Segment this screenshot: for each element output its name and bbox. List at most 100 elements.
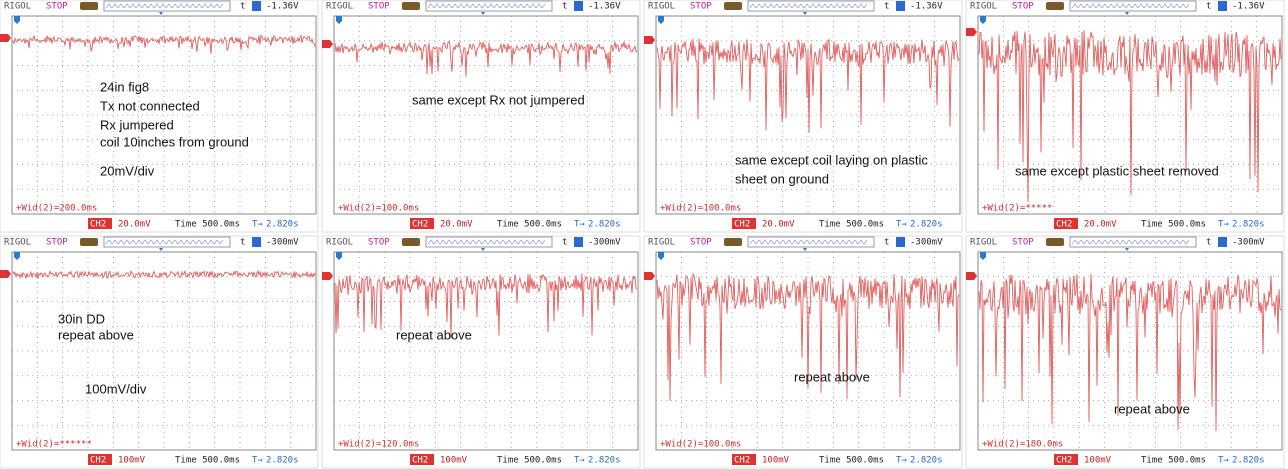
scope-panel: RIGOL STOP t -300mV repeat above +Wid(2)=120.… xyxy=(321,235,641,469)
measurement: +Wid(2)=100.0ms xyxy=(660,440,741,450)
trigger-level: -1.36V xyxy=(266,2,299,12)
memory-bar xyxy=(1069,236,1197,248)
channel: CH2 xyxy=(90,220,106,230)
annotation: repeat above xyxy=(794,369,870,384)
offset: 2.820s xyxy=(588,456,621,466)
annotation: 20mV/div xyxy=(100,163,155,178)
status: STOP xyxy=(690,2,712,12)
measurement: +Wid(2)=180.0ms xyxy=(982,440,1063,450)
volt-scale: 20.0mV xyxy=(1084,220,1117,230)
annotation: same except coil laying on plastic xyxy=(735,152,928,167)
trigger-marker xyxy=(159,12,163,15)
ch-label-bg xyxy=(1054,218,1078,229)
waveform xyxy=(978,30,1282,202)
brand: RIGOL xyxy=(326,2,353,12)
brand: RIGOL xyxy=(648,2,675,12)
brand: RIGOL xyxy=(970,2,997,12)
status: STOP xyxy=(46,238,68,248)
memory-bar xyxy=(103,236,231,248)
time-marker xyxy=(980,16,986,24)
annotation: 24in fig8 xyxy=(100,79,149,94)
annotation: Tx not connected xyxy=(100,98,200,113)
offset: 2.820s xyxy=(1232,220,1265,230)
trigger-marker xyxy=(803,12,807,15)
memory-wave xyxy=(427,239,546,245)
time-scale: Time 500.0ms xyxy=(175,220,240,230)
channel: CH2 xyxy=(734,220,750,230)
memory-bar xyxy=(425,236,553,248)
annotation: sheet on ground xyxy=(735,171,829,186)
memory-wave xyxy=(105,3,224,9)
offset-icon: T→ xyxy=(574,456,585,466)
status: STOP xyxy=(1012,2,1034,12)
time-scale: Time 500.0ms xyxy=(497,456,562,466)
measurement: +Wid(2)=****** xyxy=(16,440,92,450)
battery-icon xyxy=(402,238,420,246)
ch-label-bg xyxy=(1054,454,1078,465)
offset-icon: T→ xyxy=(1218,456,1229,466)
waveform xyxy=(978,273,1282,432)
trigger-marker xyxy=(803,248,807,251)
ch-box xyxy=(896,237,905,247)
measurement: +Wid(2)=***** xyxy=(982,204,1052,214)
annotation: 30in DD xyxy=(58,311,105,326)
status: STOP xyxy=(46,2,68,12)
time-marker xyxy=(14,252,20,260)
time-marker xyxy=(336,252,342,260)
ch-box xyxy=(574,1,583,11)
trigger-marker xyxy=(481,248,485,251)
channel: CH2 xyxy=(412,220,428,230)
battery-icon xyxy=(402,2,420,10)
scope-panel: RIGOL STOP t -1.36V 24in fig8 Tx not connecte… xyxy=(0,0,319,233)
offset: 2.820s xyxy=(266,456,299,466)
scope-panel: RIGOL STOP t -300mV repeat above +Wid(2)=180.… xyxy=(965,235,1285,469)
memory-bar xyxy=(103,0,231,12)
volt-scale: 100mV xyxy=(1084,456,1112,466)
memory-wave xyxy=(749,239,868,245)
battery-icon xyxy=(724,238,742,246)
trigger-marker xyxy=(1125,248,1129,251)
memory-bar xyxy=(1069,0,1197,12)
battery-icon xyxy=(1046,2,1064,10)
memory-wave xyxy=(1071,3,1190,9)
ch-marker xyxy=(644,272,655,280)
time-marker xyxy=(658,252,664,260)
ch-marker xyxy=(966,28,977,36)
time-scale: Time 500.0ms xyxy=(497,220,562,230)
ch-box xyxy=(574,237,583,247)
brand: RIGOL xyxy=(4,238,31,248)
waveform xyxy=(334,40,638,77)
trigger-level: -300mV xyxy=(266,238,299,248)
battery-icon xyxy=(80,2,98,10)
annotation: 100mV/div xyxy=(85,381,147,396)
brand: RIGOL xyxy=(970,238,997,248)
measurement: +Wid(2)=100.0ms xyxy=(338,204,419,214)
waveform xyxy=(12,269,316,280)
trigger-icon: t xyxy=(884,2,889,12)
annotation: coil 10inches from ground xyxy=(100,134,249,149)
time-marker xyxy=(980,252,986,260)
ch-label-bg xyxy=(88,218,112,229)
trigger-level: -300mV xyxy=(1232,238,1265,248)
waveform xyxy=(12,34,316,55)
scope-panel: RIGOL STOP t -300mV repeat above +Wid(2)=100.… xyxy=(643,235,963,469)
trigger-level: -1.36V xyxy=(588,2,621,12)
time-marker xyxy=(336,16,342,24)
memory-bar xyxy=(747,0,875,12)
status: STOP xyxy=(1012,238,1034,248)
annotation: same except Rx not jumpered xyxy=(412,92,585,107)
time-scale: Time 500.0ms xyxy=(819,456,884,466)
volt-scale: 20.0mV xyxy=(762,220,795,230)
trigger-icon: t xyxy=(562,2,567,12)
status: STOP xyxy=(368,2,390,12)
volt-scale: 100mV xyxy=(440,456,468,466)
trigger-icon: t xyxy=(240,238,245,248)
offset: 2.820s xyxy=(910,220,943,230)
trigger-level: -300mV xyxy=(910,238,943,248)
volt-scale: 100mV xyxy=(762,456,790,466)
brand: RIGOL xyxy=(648,238,675,248)
status: STOP xyxy=(368,238,390,248)
brand: RIGOL xyxy=(4,2,31,12)
